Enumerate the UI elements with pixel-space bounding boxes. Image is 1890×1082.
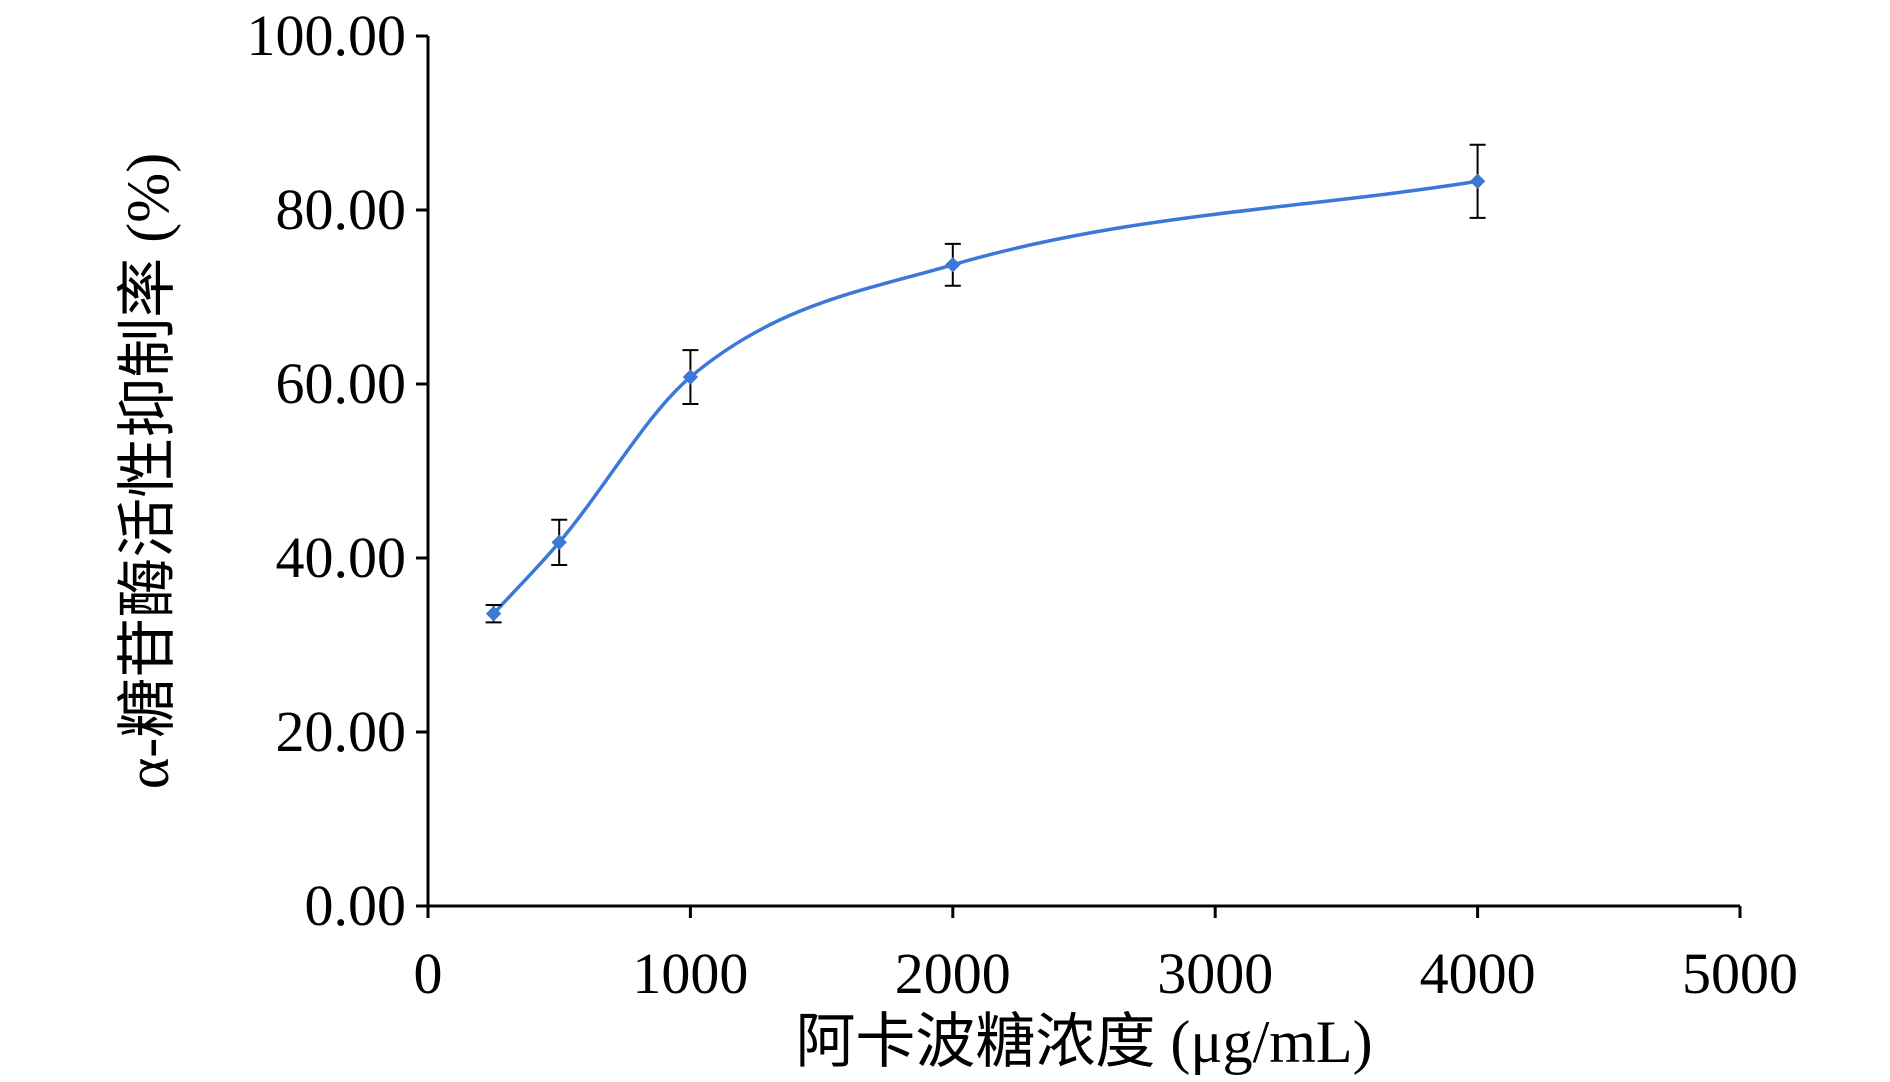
y-tick-label: 40.00	[276, 525, 407, 590]
data-point	[1469, 173, 1486, 189]
x-ticks: 0 1000 2000 3000 4000 5000	[414, 906, 1798, 1006]
y-axis-title: α-糖苷酶活性抑制率 (%)	[115, 153, 181, 789]
data-point	[945, 257, 961, 273]
y-tick-label: 80.00	[276, 177, 407, 242]
error-bars	[485, 143, 1486, 624]
x-tick-label: 2000	[895, 941, 1011, 1006]
x-tick-label: 4000	[1420, 941, 1536, 1006]
series-line	[492, 179, 1478, 615]
x-tick-label: 1000	[632, 941, 748, 1006]
data-points	[485, 173, 1486, 622]
x-tick-label: 5000	[1682, 941, 1798, 1006]
y-tick-label: 20.00	[276, 699, 407, 764]
y-tick-label: 100.00	[247, 3, 407, 68]
data-point	[682, 369, 699, 385]
series-line-layer	[492, 179, 1478, 615]
y-tick-label: 60.00	[276, 351, 407, 416]
x-tick-label: 3000	[1157, 941, 1273, 1006]
axes	[426, 36, 1740, 908]
x-tick-label: 0	[414, 941, 443, 1006]
x-axis-title: 阿卡波糖浓度 (μg/mL)	[795, 1009, 1372, 1075]
data-point	[551, 534, 567, 551]
data-point	[485, 605, 502, 622]
y-tick-label: 0.00	[305, 873, 407, 938]
y-ticks: 0.00 20.00 40.00 60.00 80.00 100.00	[247, 3, 428, 938]
